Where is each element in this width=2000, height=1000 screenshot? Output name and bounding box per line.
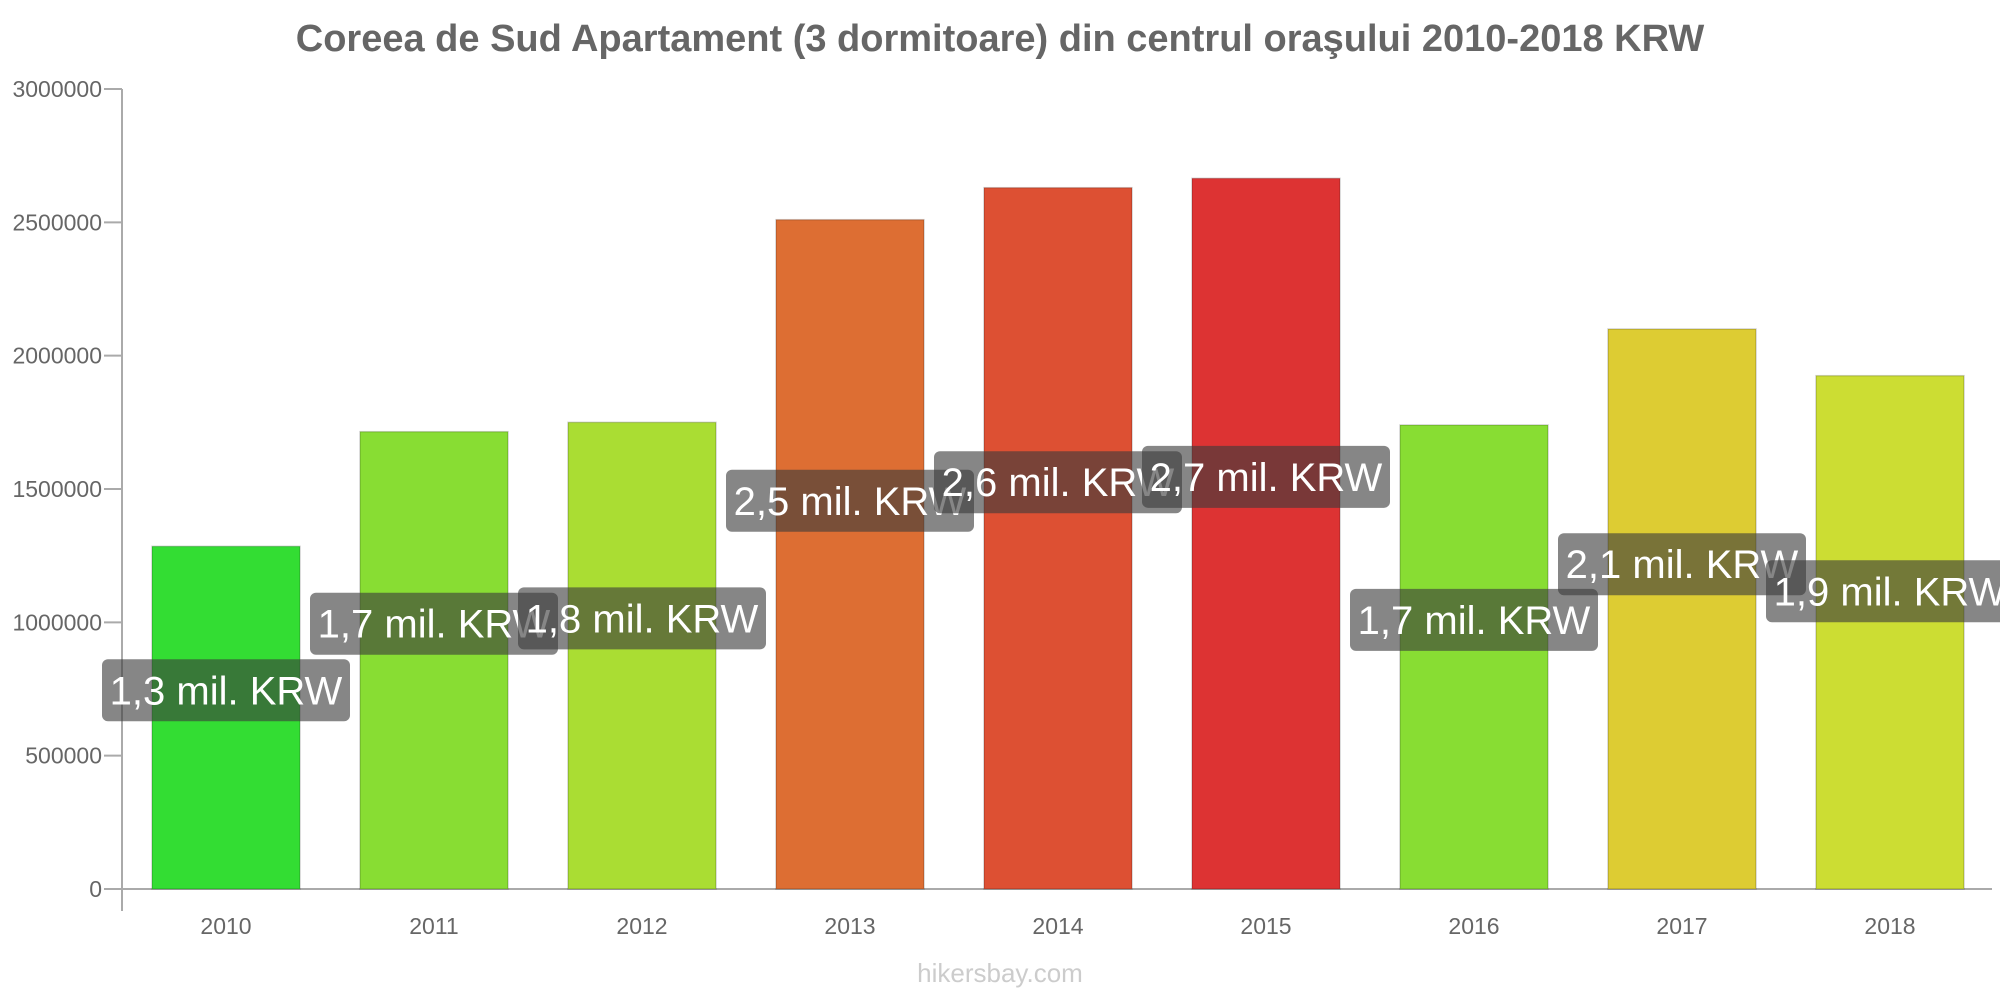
x-tick-label: 2017 xyxy=(1656,913,1707,939)
bar-2012 xyxy=(567,421,717,890)
x-tick-label: 2012 xyxy=(616,913,667,939)
chart-title: Coreea de Sud Apartament (3 dormitoare) … xyxy=(295,18,1705,60)
bar-2013 xyxy=(775,218,925,890)
data-label-box xyxy=(1350,588,1598,651)
data-label-box xyxy=(934,451,1182,514)
data-label-box xyxy=(726,469,974,532)
x-tick-label: 2010 xyxy=(200,913,251,939)
data-label-box xyxy=(518,587,766,650)
data-label-box xyxy=(1766,560,2000,623)
x-tick-label: 2011 xyxy=(409,913,458,939)
bar-2016 xyxy=(1399,424,1549,890)
y-tick-label: 1000000 xyxy=(12,609,102,635)
data-label-2018: 1,9 mil. KRW xyxy=(1766,560,2000,623)
bar-2015 xyxy=(1191,177,1341,890)
x-tick-label: 2015 xyxy=(1240,913,1291,939)
data-label-2011: 1,7 mil. KRW xyxy=(310,592,558,655)
data-label-text: 2,7 mil. KRW xyxy=(1150,456,1383,500)
x-tick-label: 2016 xyxy=(1448,913,1499,939)
data-label-box xyxy=(1558,533,1806,596)
x-tick-label: 2013 xyxy=(824,913,875,939)
data-label-2015: 2,7 mil. KRW xyxy=(1142,445,1390,508)
data-label-text: 2,5 mil. KRW xyxy=(734,480,967,524)
data-label-text: 2,1 mil. KRW xyxy=(1566,543,1799,587)
y-tick-label: 3000000 xyxy=(12,76,102,102)
y-tick-label: 2000000 xyxy=(12,343,102,369)
y-tick-label: 0 xyxy=(89,876,102,902)
data-label-2017: 2,1 mil. KRW xyxy=(1558,533,1806,596)
bar-2011 xyxy=(359,430,509,890)
bar-2014 xyxy=(983,186,1133,890)
data-label-2010: 1,3 mil. KRW xyxy=(102,659,350,722)
data-label-2013: 2,5 mil. KRW xyxy=(726,469,974,532)
watermark: hikersbay.com xyxy=(917,958,1083,988)
data-label-box xyxy=(310,592,558,655)
data-label-2016: 1,7 mil. KRW xyxy=(1350,588,1598,651)
data-label-text: 1,3 mil. KRW xyxy=(110,669,343,713)
data-label-2014: 2,6 mil. KRW xyxy=(934,451,1182,514)
data-label-text: 1,9 mil. KRW xyxy=(1774,570,2000,614)
data-label-box xyxy=(1142,445,1390,508)
y-tick-label: 1500000 xyxy=(12,476,102,502)
data-label-text: 2,6 mil. KRW xyxy=(942,461,1175,505)
x-tick-label: 2018 xyxy=(1864,913,1915,939)
data-label-text: 1,8 mil. KRW xyxy=(526,597,759,641)
data-label-box xyxy=(102,659,350,722)
bar-2017 xyxy=(1607,328,1757,890)
bar-2018 xyxy=(1815,374,1965,890)
x-tick-label: 2014 xyxy=(1032,913,1083,939)
data-label-text: 1,7 mil. KRW xyxy=(318,603,551,647)
y-tick-label: 500000 xyxy=(25,743,102,769)
data-label-2012: 1,8 mil. KRW xyxy=(518,587,766,650)
data-label-text: 1,7 mil. KRW xyxy=(1358,599,1591,643)
y-tick-label: 2500000 xyxy=(12,209,102,235)
